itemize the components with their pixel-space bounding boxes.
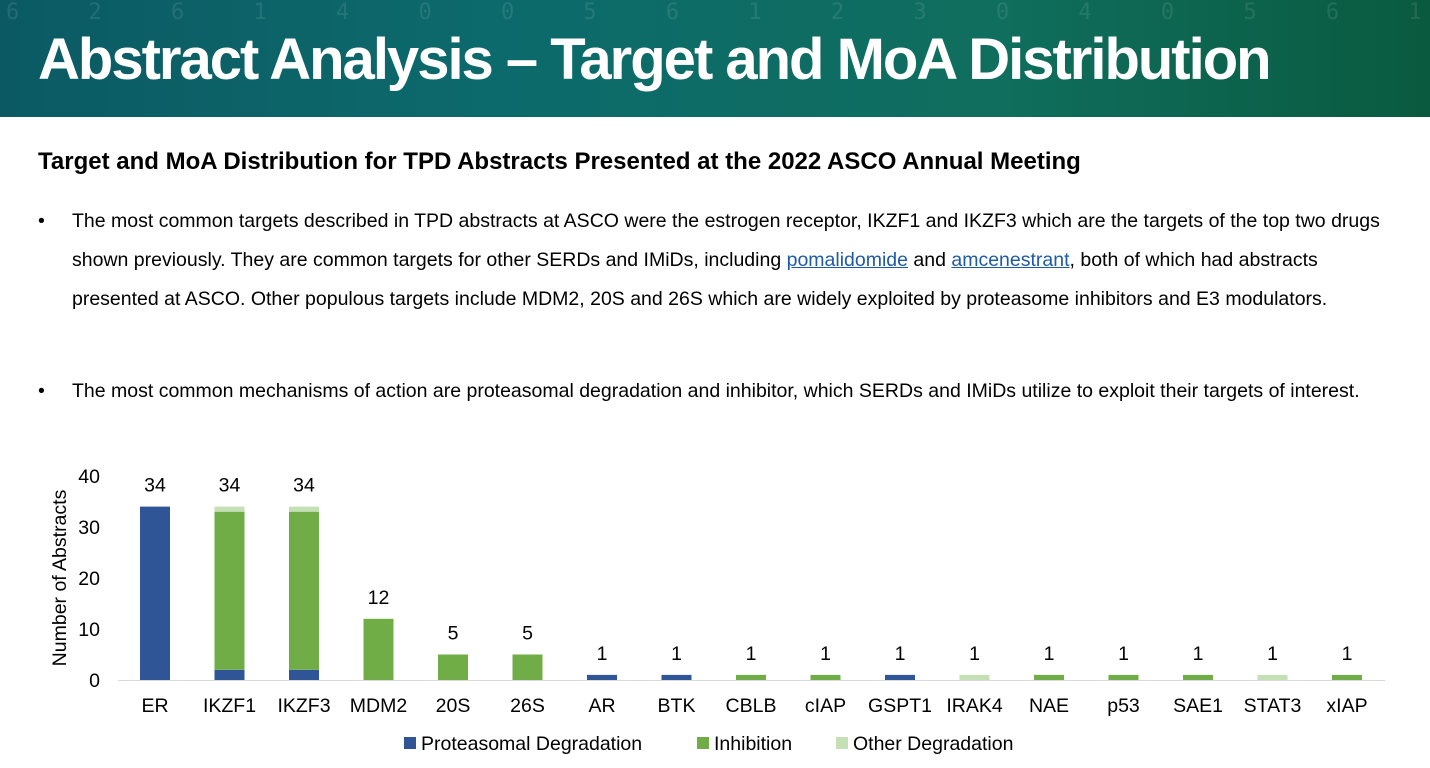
bar-btk-series-0: [661, 674, 692, 680]
data-label-nae: 1: [1044, 643, 1055, 665]
x-tick-label-irak4: IRAK4: [946, 695, 1003, 717]
data-label-sae1: 1: [1193, 643, 1204, 665]
data-label-ikzf1: 34: [219, 475, 241, 497]
bullet-2-text: The most common mechanisms of action are…: [72, 380, 1360, 402]
bar-irak4-series-2: [959, 674, 990, 680]
bar-ikzf3-series-0: [289, 669, 319, 680]
bar-ikzf3-series-1: [289, 511, 319, 670]
y-axis-label: Number of Abstracts: [49, 489, 71, 666]
bar-20s-series-1: [438, 654, 468, 680]
data-label-xiap: 1: [1342, 643, 1353, 665]
data-label-cblb: 1: [746, 643, 757, 665]
data-label-ciap: 1: [820, 643, 831, 665]
bar-ikzf1-series-0: [214, 669, 245, 680]
bar-ikzf1-series-1: [214, 511, 245, 670]
x-tick-label-cblb: CBLB: [726, 695, 777, 717]
y-tick-label-2: 20: [78, 568, 100, 590]
y-tick-label-1: 10: [78, 619, 100, 641]
page-title: Abstract Analysis – Target and MoA Distr…: [38, 27, 1272, 92]
stacked-bar-chart: Number of Abstracts 0 10 20 30 40 34 ER 34 IKZF1 3…: [49, 466, 1385, 755]
y-tick-label-0: 0: [89, 670, 100, 692]
bullet-marker: •: [38, 210, 45, 232]
legend-label-2: Other Degradation: [853, 733, 1013, 755]
bar-gspt1-series-0: [885, 674, 915, 680]
bar-cblb-series-1: [736, 674, 766, 680]
x-tick-label-20s: 20S: [436, 695, 471, 717]
x-tick-label-ikzf1: IKZF1: [203, 695, 256, 717]
bar-nae-series-1: [1034, 674, 1064, 680]
y-tick-label-4: 40: [78, 466, 100, 488]
data-label-er: 34: [144, 475, 166, 497]
banner-digit-pattern: 6 2 6 1 4 0 0 5 6 1 2 3 0 4 0 5 6 1 2 3 …: [6, 0, 1422, 25]
x-tick-label-ar: AR: [588, 695, 615, 717]
data-label-stat3: 1: [1267, 643, 1278, 665]
x-tick-label-ciap: cIAP: [805, 695, 846, 717]
data-label-ikzf3: 34: [293, 475, 315, 497]
data-label-btk: 1: [671, 643, 682, 665]
bullet-1-part-1: The most common targets described in TPD…: [72, 210, 1380, 271]
x-tick-label-xiap: xIAP: [1326, 695, 1367, 717]
bar-p53-series-1: [1108, 674, 1139, 680]
data-label-p53: 1: [1118, 643, 1129, 665]
bar-mdm2-series-1: [363, 618, 394, 680]
x-tick-label-ikzf3: IKZF3: [277, 695, 330, 717]
amcenestrant-link[interactable]: amcenestrant: [951, 249, 1070, 271]
bar-sae1-series-1: [1183, 674, 1213, 680]
data-label-mdm2: 12: [368, 587, 390, 609]
pomalidomide-link[interactable]: pomalidomide: [786, 249, 908, 271]
data-label-ar: 1: [597, 643, 608, 665]
y-tick-label-3: 30: [78, 517, 100, 539]
bar-xiap-series-1: [1332, 674, 1362, 680]
x-tick-label-stat3: STAT3: [1244, 695, 1302, 717]
x-tick-label-26s: 26S: [510, 695, 545, 717]
x-tick-label-nae: NAE: [1029, 695, 1069, 717]
legend-swatch-0: [404, 737, 416, 749]
header-banner: 6 2 6 1 4 0 0 5 6 1 2 3 0 4 0 5 6 1 2 3 …: [0, 0, 1430, 117]
x-tick-label-er: ER: [141, 695, 168, 717]
bar-er-series-0: [140, 506, 170, 680]
bullet-1-text: The most common targets described in TPD…: [72, 202, 1398, 319]
bar-ikzf3-series-2: [289, 506, 319, 512]
x-tick-label-sae1: SAE1: [1173, 695, 1223, 717]
legend-swatch-2: [836, 737, 848, 749]
x-tick-label-p53: p53: [1107, 695, 1140, 717]
legend-label-1: Inhibition: [714, 733, 792, 755]
data-label-20s: 5: [448, 623, 459, 645]
bar-ar-series-0: [587, 674, 617, 680]
bullet-marker: •: [38, 380, 45, 402]
bar-26s-series-1: [512, 654, 543, 680]
legend-swatch-1: [697, 737, 709, 749]
legend-label-0: Proteasomal Degradation: [421, 733, 642, 755]
bullet-1-part-3: , both of which had abstracts presented …: [72, 249, 1328, 310]
data-label-irak4: 1: [969, 643, 980, 665]
bar-stat3-series-2: [1257, 674, 1288, 680]
x-tick-label-mdm2: MDM2: [350, 695, 407, 717]
x-tick-label-btk: BTK: [658, 695, 696, 717]
data-label-gspt1: 1: [895, 643, 906, 665]
bar-ikzf1-series-2: [214, 506, 245, 512]
bullet-1-part-2: and: [908, 249, 952, 271]
bar-ciap-series-1: [810, 674, 841, 680]
x-tick-label-gspt1: GSPT1: [868, 695, 932, 717]
data-label-26s: 5: [522, 623, 533, 645]
section-subtitle: Target and MoA Distribution for TPD Abst…: [38, 148, 1081, 175]
